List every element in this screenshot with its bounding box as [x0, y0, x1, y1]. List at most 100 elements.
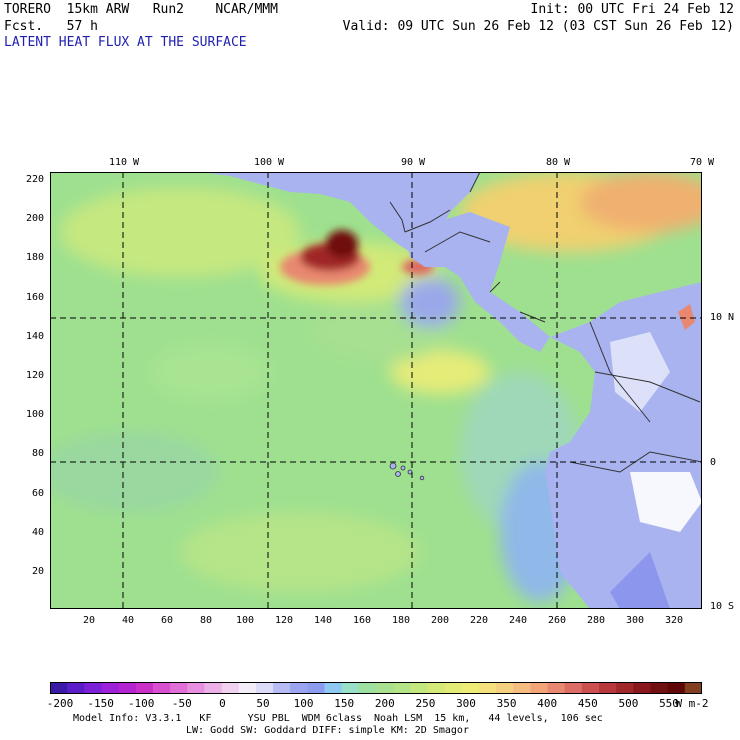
colorbar-tick-label: 100	[293, 697, 314, 710]
land-masses	[200, 172, 702, 609]
y-grid-label: 140	[25, 330, 44, 342]
colorbar-swatch	[684, 682, 702, 694]
y-grid-label: 60	[31, 487, 44, 499]
x-grid-label: 120	[274, 615, 294, 626]
colorbar-tick-label: 300	[456, 697, 476, 710]
y-grid-label: 180	[25, 252, 44, 264]
colorbar-swatch	[410, 682, 428, 694]
map-frame	[50, 172, 702, 609]
y-grid-label: 160	[25, 291, 44, 303]
colorbar-tick-label: 50	[256, 697, 270, 710]
latitude-label: 10 S	[710, 601, 735, 612]
colorbar	[50, 682, 702, 694]
colorbar-swatch	[341, 682, 360, 694]
colorbar-tick-label: 550	[659, 697, 679, 710]
x-grid-label: 40	[121, 615, 135, 626]
colorbar-swatch	[427, 682, 446, 694]
x-grid-label: 160	[352, 615, 372, 626]
colorbar-swatch	[358, 682, 377, 694]
colorbar-swatch	[461, 682, 480, 694]
colorbar-tick-label: 200	[374, 697, 395, 710]
init-time-label: Init: 00 UTC Fri 24 Feb 12	[530, 2, 735, 17]
colorbar-swatch	[564, 682, 583, 694]
x-grid-label: 20	[82, 615, 96, 626]
y-grid-label: 80	[31, 448, 44, 460]
x-grid-label: 80	[199, 615, 213, 626]
x-grid-label: 180	[391, 615, 411, 626]
longitude-label: 100 W	[253, 157, 285, 168]
colorbar-tick-label: -150	[87, 697, 114, 710]
longitude-label: 70 W	[689, 157, 715, 168]
colorbar-swatch	[667, 682, 686, 694]
longitude-label: 80 W	[545, 157, 571, 168]
colorbar-swatch	[152, 682, 171, 694]
colorbar-swatch	[496, 682, 514, 694]
y-grid-label: 220	[25, 174, 44, 185]
x-grid-label: 260	[547, 615, 567, 626]
colorbar-swatch	[307, 682, 326, 694]
colorbar-swatch	[84, 682, 102, 694]
forecast-hour-label: Fcst. 57 h	[4, 19, 98, 34]
latitude-label: 0	[710, 457, 717, 468]
colorbar-tick-label: 250	[415, 697, 436, 710]
colorbar-tick-label: -50	[171, 697, 192, 710]
colorbar-swatch	[616, 682, 634, 694]
x-grid-label: 140	[313, 615, 333, 626]
colorbar-tick-label: -200	[46, 697, 74, 710]
colorbar-swatch	[547, 682, 566, 694]
galapagos-islands	[389, 462, 425, 481]
y-grid-label: 40	[31, 526, 44, 538]
colorbar-tick-label: 0	[219, 697, 226, 710]
y-grid-label: 100	[25, 409, 44, 421]
x-grid-label: 240	[508, 615, 528, 626]
field-title: LATENT HEAT FLUX AT THE SURFACE	[4, 35, 247, 50]
colorbar-swatch	[599, 682, 617, 694]
model-info-line: Model Info: V3.3.1 KF YSU PBL WDM 6class…	[73, 713, 603, 724]
lat-lon-grid	[50, 172, 702, 609]
colorbar-swatch	[255, 682, 274, 694]
x-grid-label: 100	[235, 615, 255, 626]
colorbar-swatch	[50, 682, 68, 694]
colorbar-swatch	[170, 682, 188, 694]
colorbar-swatch	[273, 682, 291, 694]
colorbar-swatch	[513, 682, 531, 694]
colorbar-swatch	[393, 682, 411, 694]
colorbar-swatch	[581, 682, 600, 694]
colorbar-swatch	[118, 682, 137, 694]
colorbar-swatch	[290, 682, 308, 694]
colorbar-swatch	[204, 682, 223, 694]
colorbar-swatch	[324, 682, 343, 694]
x-grid-label: 60	[160, 615, 174, 626]
colorbar-swatch	[633, 682, 652, 694]
colorbar-tick-label: 150	[334, 697, 355, 710]
colorbar-swatch	[376, 682, 394, 694]
colorbar-tick-label: -100	[127, 697, 155, 710]
colorbar-swatch	[444, 682, 463, 694]
colorbar-unit: W m-2	[675, 697, 709, 710]
y-grid-label: 120	[25, 370, 44, 381]
longitude-label: 90 W	[400, 157, 426, 168]
colorbar-tick-label: 450	[577, 697, 598, 710]
colorbar-swatch	[187, 682, 205, 694]
colorbar-swatch	[101, 682, 120, 694]
y-grid-label: 200	[25, 213, 44, 225]
colorbar-swatch	[530, 682, 549, 694]
x-grid-label: 280	[586, 615, 606, 626]
x-grid-label: 220	[469, 615, 489, 626]
model-run-label: TORERO 15km ARW Run2 NCAR/MMM	[4, 2, 278, 17]
colorbar-swatch	[478, 682, 497, 694]
colorbar-tick-label: 400	[537, 697, 558, 710]
colorbar-swatch	[221, 682, 240, 694]
x-grid-label: 300	[625, 615, 645, 626]
colorbar-tick-label: 350	[496, 697, 517, 710]
physics-info-line: LW: Godd SW: Goddard DIFF: simple KM: 2D…	[186, 725, 469, 736]
colorbar-tick-label: 500	[618, 697, 639, 710]
colorbar-frame	[50, 682, 702, 694]
longitude-label: 110 W	[108, 157, 140, 168]
latitude-label: 10 N	[710, 312, 735, 323]
colorbar-swatch	[650, 682, 669, 694]
valid-time-label: Valid: 09 UTC Sun 26 Feb 12 (03 CST Sun …	[342, 19, 734, 34]
colorbar-swatch	[238, 682, 257, 694]
x-grid-label: 200	[430, 615, 450, 626]
colorbar-swatch	[135, 682, 154, 694]
